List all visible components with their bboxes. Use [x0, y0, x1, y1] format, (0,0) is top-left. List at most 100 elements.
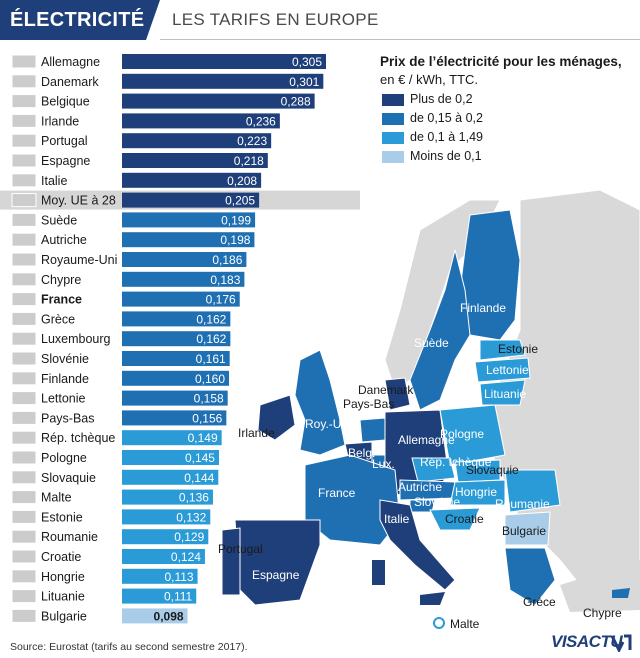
bar — [122, 54, 326, 69]
category-label: Autriche — [41, 233, 87, 247]
flag-slovenia-icon — [11, 351, 37, 366]
value-label: 0,129 — [174, 530, 204, 544]
category-label: France — [41, 293, 82, 307]
value-label: 0,218 — [234, 154, 264, 168]
map-estonia — [479, 339, 526, 361]
map-uk — [294, 349, 346, 456]
map-greece — [504, 547, 556, 606]
flag-belgium-icon — [11, 94, 37, 109]
map-finland — [459, 209, 521, 341]
category-label: Irlande — [41, 114, 79, 128]
category-label: Pays-Bas — [41, 411, 95, 425]
category-label: Hongrie — [41, 570, 85, 584]
bar — [122, 351, 230, 366]
bar — [122, 588, 197, 604]
flag-greece-icon — [11, 311, 37, 326]
bar — [122, 390, 228, 406]
bar — [122, 489, 213, 505]
value-label: 0,111 — [164, 590, 193, 604]
legend-swatch — [382, 113, 404, 125]
title-rule — [160, 39, 640, 40]
category-label: Roumanie — [41, 530, 98, 544]
flag-luxembourg-icon — [11, 331, 37, 346]
map-label: Hongrie — [455, 485, 497, 499]
bars-group: Allemagne 0,305 Danemark 0,301 Belgique 0,288… — [0, 54, 360, 624]
value-label: 0,145 — [185, 451, 215, 465]
map-label: Rép. tchèque — [420, 455, 492, 469]
flag-finland-icon — [11, 371, 37, 386]
category-label: Allemagne — [41, 55, 100, 69]
flag-cyprus-icon — [11, 272, 37, 287]
value-label: 0,149 — [188, 431, 218, 445]
map-label: Estonie — [498, 342, 538, 356]
bar — [122, 410, 227, 426]
value-label: 0,199 — [221, 213, 251, 227]
value-label: 0,176 — [206, 293, 236, 307]
category-label: Bulgarie — [41, 609, 87, 623]
bar — [122, 450, 219, 465]
value-label: 0,098 — [154, 609, 184, 623]
bar — [122, 311, 231, 327]
category-label: Luxembourg — [41, 332, 111, 346]
bar — [122, 331, 231, 347]
category-label: Portugal — [41, 134, 88, 148]
logo-mark-icon — [610, 634, 632, 652]
bar — [122, 252, 247, 267]
europe-map: Finlande Suède Estonie Lettonie Lituanie Dane… — [218, 180, 640, 631]
value-label: 0,205 — [225, 194, 255, 208]
category-label: Danemark — [41, 75, 99, 89]
map-label: Grèce — [523, 595, 556, 609]
visactu-logo: VISACTU — [551, 632, 623, 651]
value-label: 0,305 — [292, 55, 322, 69]
flag-lithuania-icon — [11, 589, 37, 604]
category-label: Royaume-Uni — [41, 253, 117, 267]
bar — [122, 73, 324, 89]
bar — [122, 430, 222, 446]
bar — [122, 113, 280, 129]
flag-hungary-icon — [11, 569, 37, 584]
map-label: Portugal — [218, 542, 263, 556]
category-label: Belgique — [41, 95, 90, 109]
bar — [122, 212, 256, 228]
value-label: 0,113 — [164, 570, 193, 584]
map-turkey — [560, 560, 640, 612]
map-label: Danemark — [358, 383, 414, 397]
map-italy — [379, 499, 456, 591]
legend-label: de 0,1 à 1,49 — [410, 130, 483, 144]
value-label: 0,236 — [246, 114, 276, 128]
flag-sweden-icon — [11, 212, 37, 227]
bar — [122, 271, 245, 287]
map-label: Finlande — [460, 301, 506, 315]
map-label: Allemagne — [398, 433, 455, 447]
value-label: 0,162 — [196, 332, 226, 346]
flag-slovakia-icon — [11, 470, 37, 485]
map-label: Malte — [450, 617, 480, 631]
header-bar: ÉLECTRICITÉ LES TARIFS EN EUROPE — [0, 0, 640, 40]
map-label: Lituanie — [484, 387, 526, 401]
map-label: Italie — [384, 512, 410, 526]
legend-swatch — [382, 151, 404, 163]
flag-spain-icon — [11, 153, 37, 168]
map-netherlands — [359, 417, 386, 443]
map-label: Slovénie — [414, 495, 460, 509]
map-hungary — [449, 479, 506, 506]
value-label: 0,301 — [289, 75, 319, 89]
map-label: Suède — [414, 336, 449, 350]
value-label: 0,160 — [195, 372, 225, 386]
map-label: Pologne — [440, 427, 484, 441]
bar — [122, 133, 272, 149]
map-cyprus — [612, 588, 630, 598]
map-latvia — [474, 357, 531, 383]
flag-malta-icon — [11, 490, 37, 505]
bar — [122, 93, 315, 109]
flag-estonia-icon — [11, 509, 37, 524]
map-poland — [439, 404, 506, 466]
category-label: Grèce — [41, 312, 75, 326]
page-title: ÉLECTRICITÉ — [0, 0, 146, 40]
category-label: Italie — [41, 174, 67, 188]
flag-ireland-icon — [11, 113, 37, 128]
map-sardinia — [372, 560, 385, 585]
map-label: Autriche — [398, 480, 442, 494]
bar — [122, 192, 260, 208]
flag-portugal-icon — [11, 133, 37, 148]
